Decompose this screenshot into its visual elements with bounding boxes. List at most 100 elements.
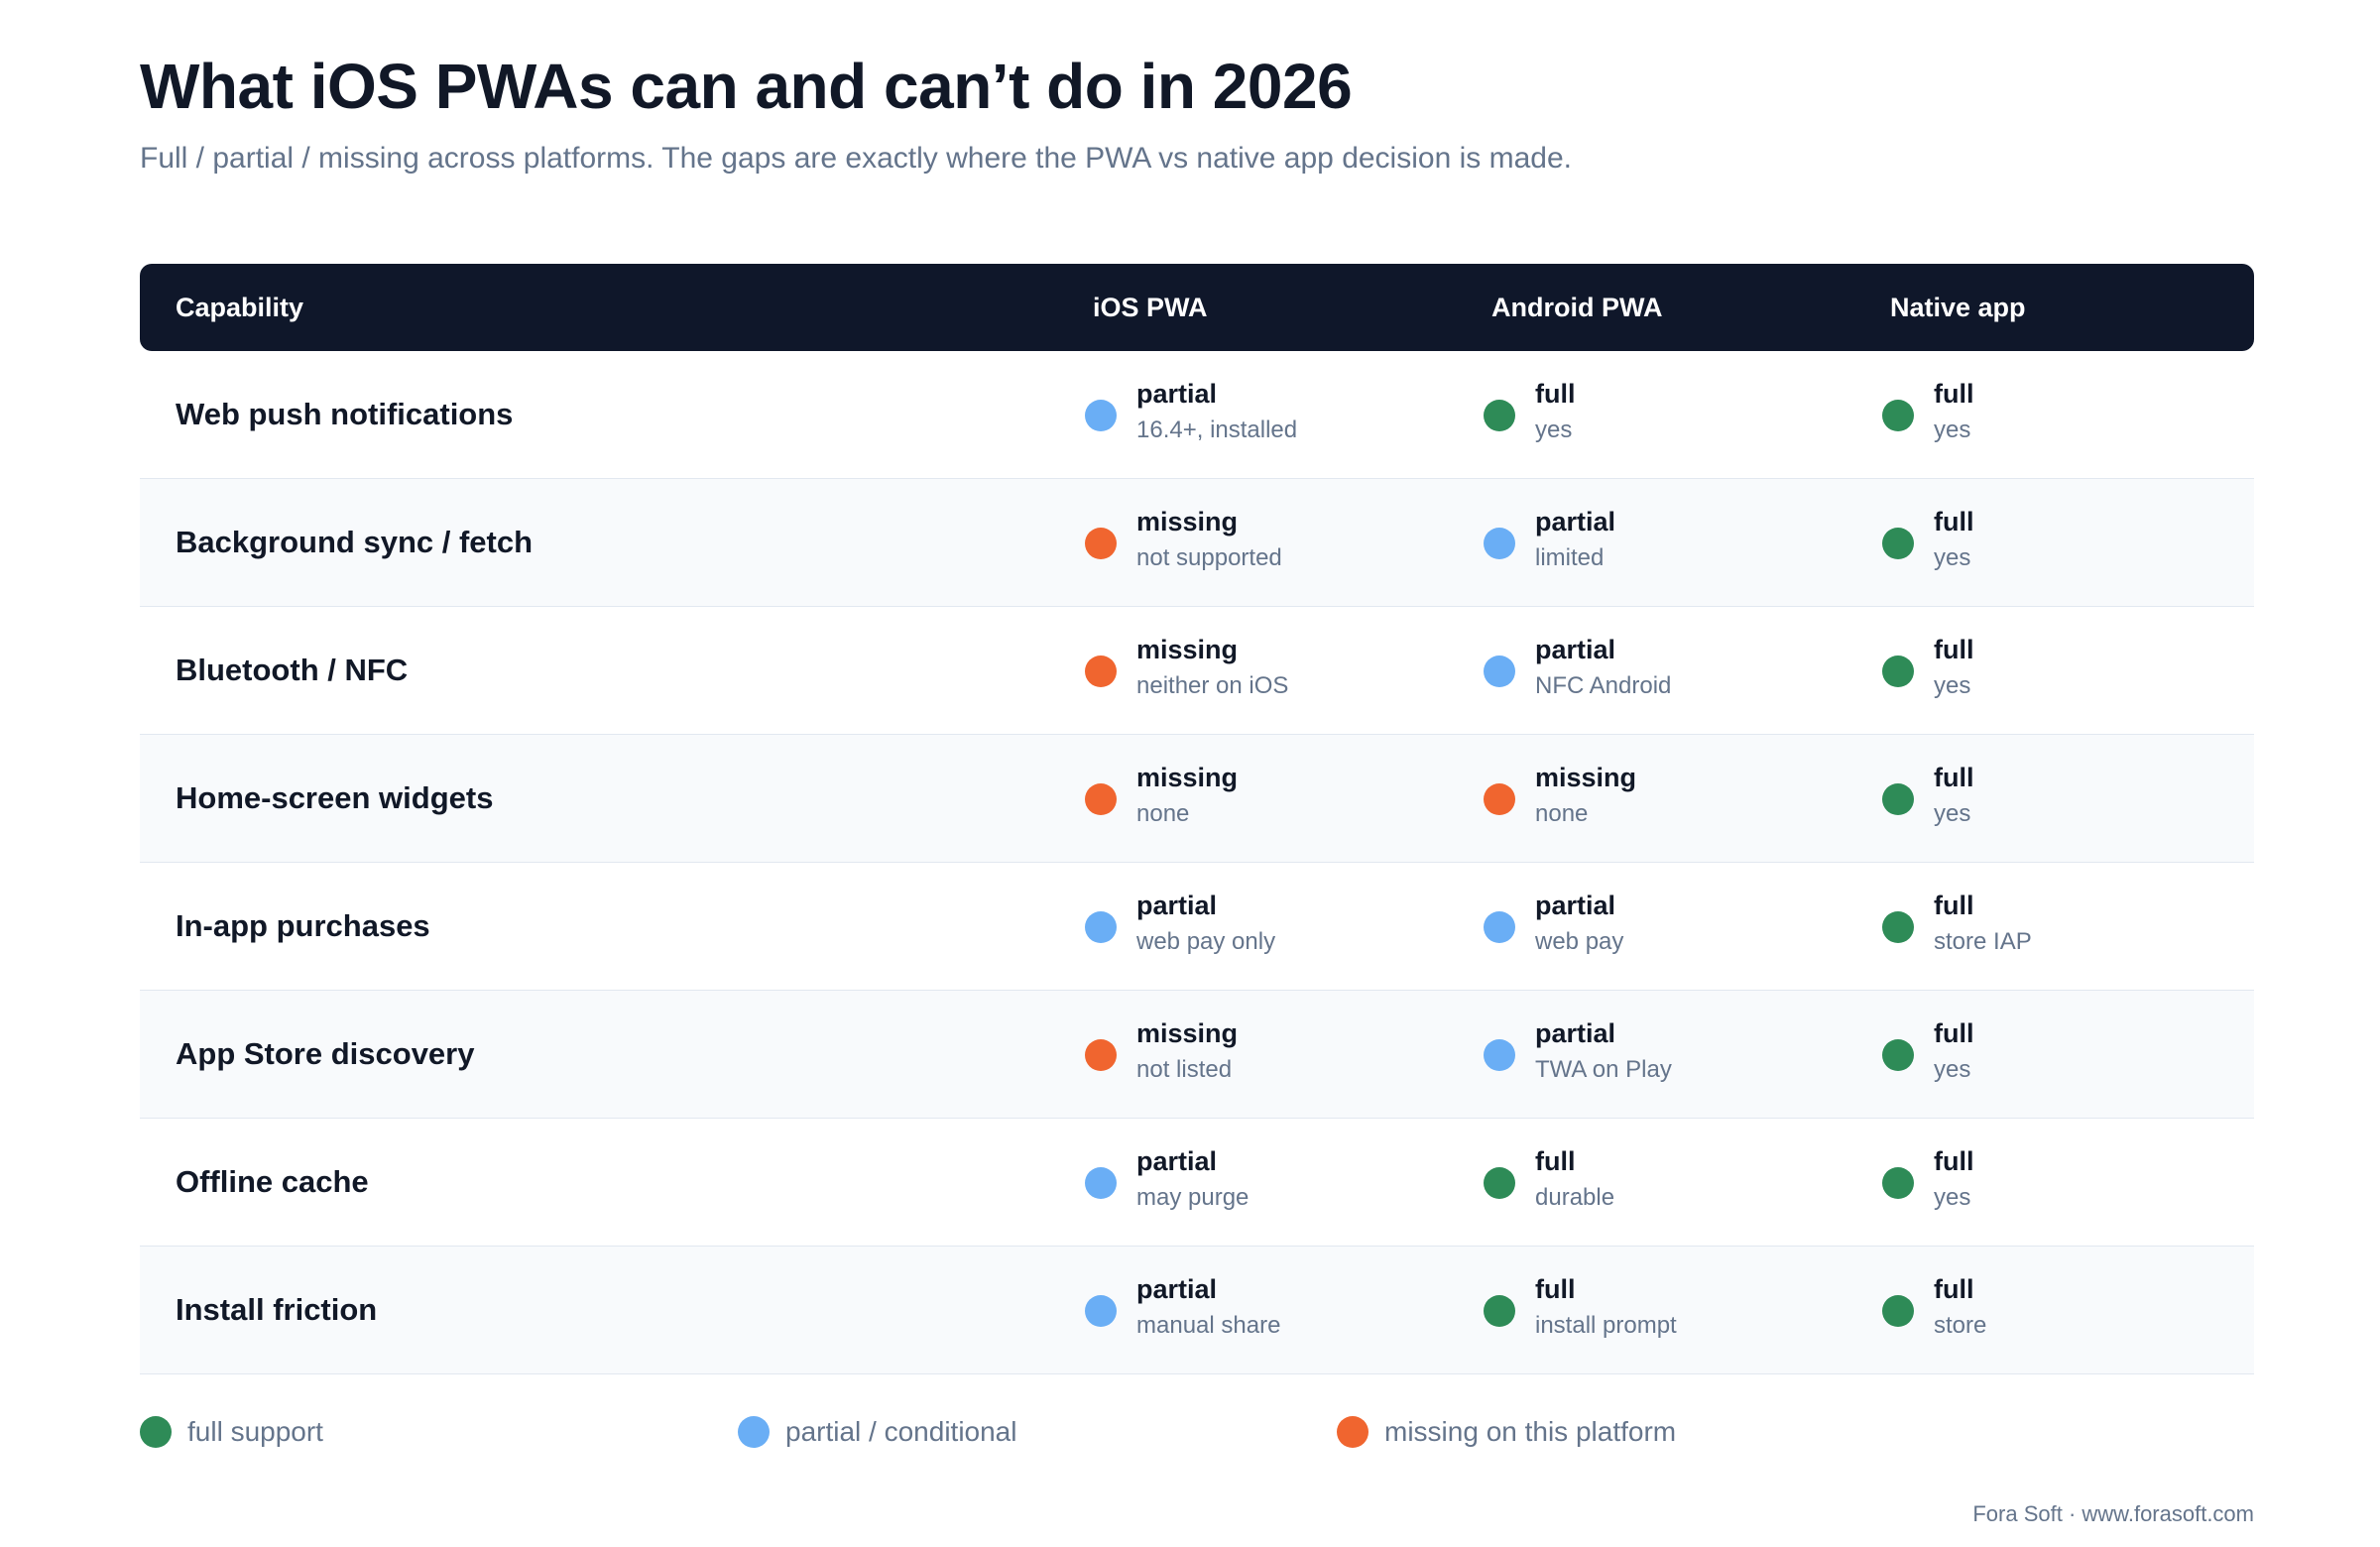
support-cell: partial TWA on Play [1484,991,1860,1118]
partial-status-dot-icon [1484,655,1515,687]
table-row: Bluetooth / NFC missing neither on iOS part… [140,607,2254,735]
partial-status-dot-icon [1484,1039,1515,1071]
support-note: web pay only [1136,928,1276,955]
missing-status-dot-icon [1085,783,1117,815]
missing-status-dot-icon [1085,528,1117,559]
header-capability: Capability [176,293,304,322]
full-status-dot-icon [1882,1167,1914,1199]
partial-status-dot-icon [1085,911,1117,943]
support-cell: full durable [1484,1119,1860,1246]
table-row: Offline cache partial may purge full durable… [140,1119,2254,1247]
table-row: Background sync / fetch missing not suppor… [140,479,2254,607]
support-cell: partial limited [1484,479,1860,606]
support-level: missing [1535,763,1637,792]
full-status-dot-icon [1484,1295,1515,1327]
support-cell: full yes [1882,607,2259,734]
support-cell: missing not supported [1085,479,1462,606]
full-status-dot-icon [1882,1039,1914,1071]
support-level: full [1535,1146,1576,1176]
capability-table: Capability iOS PWA Android PWA Native ap… [140,264,2254,1374]
legend-label: missing on this platform [1384,1416,1677,1447]
support-note: TWA on Play [1535,1056,1672,1083]
support-cell: missing none [1085,735,1462,862]
capability-name: In-app purchases [176,908,430,943]
table-header: Capability iOS PWA Android PWA Native ap… [140,264,2254,351]
support-cell: full yes [1882,991,2259,1118]
partial-status-dot-icon [1484,911,1515,943]
support-level: partial [1535,1018,1616,1048]
support-note: not supported [1136,544,1282,571]
support-note: yes [1934,1184,1971,1211]
support-cell: full yes [1882,479,2259,606]
support-level: partial [1136,1274,1218,1304]
support-note: web pay [1535,928,1624,955]
support-level: full [1934,763,1974,792]
capability-name: Offline cache [176,1164,369,1199]
support-cell: missing neither on iOS [1085,607,1462,734]
footer-credit: Fora Soft · www.forasoft.com [1972,1501,2254,1526]
legend: full support partial / conditional missi… [0,1412,2380,1452]
support-note: NFC Android [1535,672,1672,699]
support-note: yes [1535,416,1573,443]
support-note: yes [1934,544,1971,571]
support-level: missing [1136,1018,1239,1048]
support-cell: full install prompt [1484,1247,1860,1373]
missing-status-dot-icon [1337,1416,1368,1448]
full-status-dot-icon [1882,400,1914,431]
support-note: 16.4+, installed [1136,416,1298,443]
page-title: What iOS PWAs can and can’t do in 2026 [140,51,1353,122]
support-level: partial [1535,635,1616,664]
header-android-pwa: Android PWA [1491,293,1663,322]
support-note: may purge [1136,1184,1250,1211]
support-level: missing [1136,763,1239,792]
support-cell: missing not listed [1085,991,1462,1118]
table-row: In-app purchases partial web pay only parti… [140,863,2254,991]
support-cell: partial web pay only [1085,863,1462,990]
capability-name: Install friction [176,1292,378,1327]
support-cell: partial NFC Android [1484,607,1860,734]
missing-status-dot-icon [1484,783,1515,815]
legend-label: full support [187,1416,323,1447]
table-row: Install friction partial manual share full i… [140,1247,2254,1374]
support-level: full [1934,891,1974,920]
support-level: partial [1136,1146,1218,1176]
header-native-app: Native app [1890,293,2026,322]
capability-name: Home-screen widgets [176,780,494,815]
support-cell: partial may purge [1085,1119,1462,1246]
support-level: partial [1136,891,1218,920]
support-note: store [1934,1312,1987,1339]
support-level: full [1934,1274,1974,1304]
support-note: neither on iOS [1136,672,1289,699]
full-status-dot-icon [1882,911,1914,943]
full-status-dot-icon [1484,400,1515,431]
full-status-dot-icon [1882,655,1914,687]
legend-label: partial / conditional [785,1416,1017,1447]
support-cell: partial 16.4+, installed [1085,351,1462,478]
full-status-dot-icon [1882,783,1914,815]
partial-status-dot-icon [1085,1295,1117,1327]
support-cell: missing none [1484,735,1860,862]
page-subtitle: Full / partial / missing across platform… [140,142,1572,175]
capability-name: Web push notifications [176,397,514,431]
support-note: yes [1934,1056,1971,1083]
support-note: install prompt [1535,1312,1677,1339]
support-note: yes [1934,800,1971,827]
full-status-dot-icon [1882,528,1914,559]
support-note: none [1535,800,1589,827]
support-note: none [1136,800,1190,827]
support-cell: full yes [1484,351,1860,478]
support-note: durable [1535,1184,1615,1211]
capability-name: Bluetooth / NFC [176,653,409,687]
support-level: partial [1535,891,1616,920]
support-level: full [1934,635,1974,664]
support-level: full [1535,379,1576,409]
support-level: full [1934,507,1974,536]
support-level: full [1934,379,1974,409]
support-level: full [1535,1274,1576,1304]
support-cell: full yes [1882,1119,2259,1246]
support-cell: full store [1882,1247,2259,1373]
missing-status-dot-icon [1085,655,1117,687]
support-level: full [1934,1146,1974,1176]
support-level: partial [1136,379,1218,409]
support-note: limited [1535,544,1605,571]
